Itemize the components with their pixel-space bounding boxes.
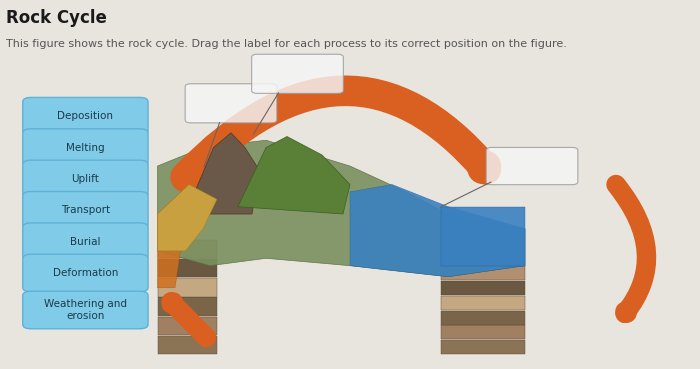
FancyBboxPatch shape bbox=[441, 266, 525, 280]
Text: Deformation: Deformation bbox=[52, 268, 118, 278]
Text: Rock Cycle: Rock Cycle bbox=[6, 9, 106, 27]
FancyBboxPatch shape bbox=[22, 160, 148, 198]
Polygon shape bbox=[158, 140, 525, 277]
FancyBboxPatch shape bbox=[252, 54, 343, 93]
FancyBboxPatch shape bbox=[158, 297, 217, 316]
FancyBboxPatch shape bbox=[22, 97, 148, 135]
FancyArrowPatch shape bbox=[186, 91, 486, 177]
Polygon shape bbox=[350, 184, 525, 277]
Text: Uplift: Uplift bbox=[71, 174, 99, 184]
FancyBboxPatch shape bbox=[486, 147, 578, 184]
FancyBboxPatch shape bbox=[22, 254, 148, 292]
FancyBboxPatch shape bbox=[158, 240, 217, 258]
FancyBboxPatch shape bbox=[22, 223, 148, 261]
FancyBboxPatch shape bbox=[158, 259, 217, 277]
FancyBboxPatch shape bbox=[158, 317, 217, 335]
Text: Melting: Melting bbox=[66, 142, 105, 153]
FancyBboxPatch shape bbox=[158, 278, 217, 297]
FancyBboxPatch shape bbox=[441, 281, 525, 295]
FancyBboxPatch shape bbox=[441, 325, 525, 339]
Polygon shape bbox=[238, 137, 350, 214]
Text: Transport: Transport bbox=[61, 205, 110, 215]
FancyBboxPatch shape bbox=[22, 129, 148, 166]
FancyBboxPatch shape bbox=[441, 296, 525, 310]
FancyArrowPatch shape bbox=[172, 302, 206, 338]
Text: This figure shows the rock cycle. Drag the label for each process to its correct: This figure shows the rock cycle. Drag t… bbox=[6, 39, 566, 49]
FancyBboxPatch shape bbox=[185, 84, 277, 123]
FancyArrowPatch shape bbox=[616, 184, 647, 313]
Text: Deposition: Deposition bbox=[57, 111, 113, 121]
FancyBboxPatch shape bbox=[441, 340, 525, 354]
Text: Burial: Burial bbox=[70, 237, 101, 247]
Polygon shape bbox=[186, 133, 259, 214]
Text: Weathering and
erosion: Weathering and erosion bbox=[44, 299, 127, 321]
Polygon shape bbox=[158, 184, 217, 251]
FancyBboxPatch shape bbox=[22, 192, 148, 229]
FancyBboxPatch shape bbox=[147, 74, 686, 362]
FancyBboxPatch shape bbox=[22, 291, 148, 329]
FancyBboxPatch shape bbox=[441, 207, 525, 266]
FancyBboxPatch shape bbox=[158, 336, 217, 354]
Polygon shape bbox=[158, 184, 199, 288]
FancyBboxPatch shape bbox=[441, 311, 525, 325]
